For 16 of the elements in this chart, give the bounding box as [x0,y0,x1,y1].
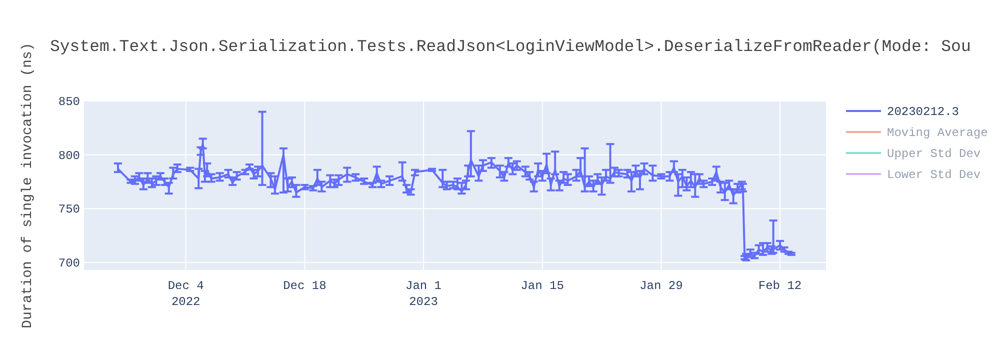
x-tick-label: Jan 29 [640,279,683,293]
x-tick-label: Dec 4 2022 [168,279,204,309]
x-tick-label: Jan 1 2023 [406,279,442,309]
legend-label: Upper Std Dev [887,147,981,161]
x-tick-label: Feb 12 [758,279,802,293]
y-tick-label: 750 [58,202,80,217]
legend-label: 20230212.3 [887,105,960,119]
legend-label: Moving Average [887,126,988,140]
y-axis-title: Duration of single invocation (ns) [20,42,36,328]
x-tick-label: Dec 18 [283,279,326,293]
legend-label: Lower Std Dev [887,168,981,182]
chart-title: System.Text.Json.Serialization.Tests.ReadJson<LoginViewModel>.DeserializeFromReader(Mode: Sou [50,37,971,56]
x-tick-label: Jan 15 [520,279,564,293]
y-tick-label: 800 [58,148,80,163]
y-tick-label: 850 [58,95,80,109]
y-tick-label: 700 [58,256,80,270]
